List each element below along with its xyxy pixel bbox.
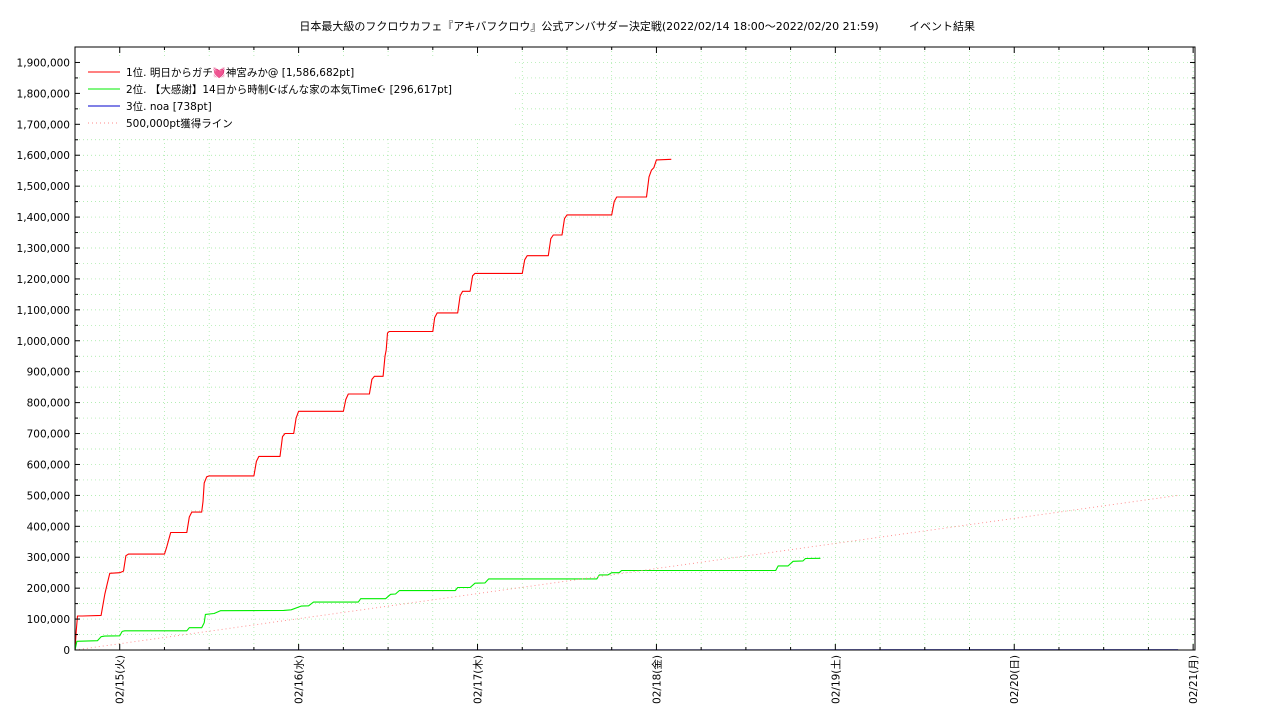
y-tick-label: 1,000,000 — [17, 336, 70, 348]
grid — [74, 46, 1195, 650]
x-tick-label: 02/21(月) — [1188, 655, 1200, 704]
y-tick-label: 300,000 — [27, 552, 70, 564]
y-tick-label: 1,900,000 — [17, 57, 70, 69]
chart-title: 日本最大級のフクロウカフェ『アキバフクロウ』公式アンバサダー決定戦(2022/0… — [299, 19, 878, 33]
x-tick-label: 02/17(木) — [473, 655, 485, 704]
y-tick-label: 600,000 — [27, 459, 70, 471]
y-tick-label: 1,700,000 — [17, 119, 70, 131]
y-tick-label: 1,100,000 — [17, 305, 70, 317]
x-tick-label: 02/20(日) — [1009, 655, 1021, 704]
series-line-4 — [74, 494, 1179, 651]
y-tick-label: 1,400,000 — [17, 212, 70, 224]
legend: 1位. 明日からガチ💓神宮みか@ [1,586,682pt] 2位. 【大感謝】1… — [80, 58, 512, 136]
y-axis: 0 100,000 200,000 300,000 400,000 500,000 600,… — [17, 46, 1195, 657]
legend-label: 3位. noa [738pt] — [126, 100, 212, 113]
y-tick-label: 700,000 — [27, 429, 70, 441]
y-tick-label: 400,000 — [27, 521, 70, 533]
plot-frame — [74, 46, 1196, 651]
x-tick-label: 02/19(土) — [829, 655, 842, 704]
x-axis: 02/15(火) 02/16(水) 02/17(木) 02/18(金) 02/19(土)… — [74, 47, 1200, 704]
legend-box — [80, 58, 512, 136]
y-tick-label: 1,600,000 — [17, 150, 70, 162]
y-tick-label: 1,200,000 — [17, 274, 70, 286]
y-tick-label: 200,000 — [27, 583, 70, 595]
y-tick-label: 100,000 — [27, 614, 70, 626]
y-tick-label: 800,000 — [27, 398, 70, 410]
y-tick-label: 500,000 — [27, 490, 70, 502]
y-tick-label: 1,800,000 — [17, 88, 70, 100]
y-tick-label: 0 — [63, 645, 70, 657]
x-tick-label: 02/16(水) — [294, 655, 306, 704]
series-line-1 — [74, 158, 672, 651]
y-tick-label: 1,300,000 — [17, 243, 70, 255]
x-tick-label: 02/15(火) — [115, 655, 127, 704]
y-tick-label: 1,500,000 — [17, 181, 70, 193]
legend-label: 2位. 【大感謝】14日から時制☪ばんな家の本気Time☪ [296,617pt… — [126, 83, 452, 96]
series-line-2 — [74, 557, 821, 651]
chart-subtitle: イベント結果 — [909, 19, 975, 33]
legend-label: 1位. 明日からガチ💓神宮みか@ [1,586,682pt] — [126, 66, 354, 79]
x-tick-label: 02/18(金) — [650, 655, 663, 704]
y-tick-label: 900,000 — [27, 367, 70, 379]
legend-label: 500,000pt獲得ライン — [126, 117, 233, 130]
